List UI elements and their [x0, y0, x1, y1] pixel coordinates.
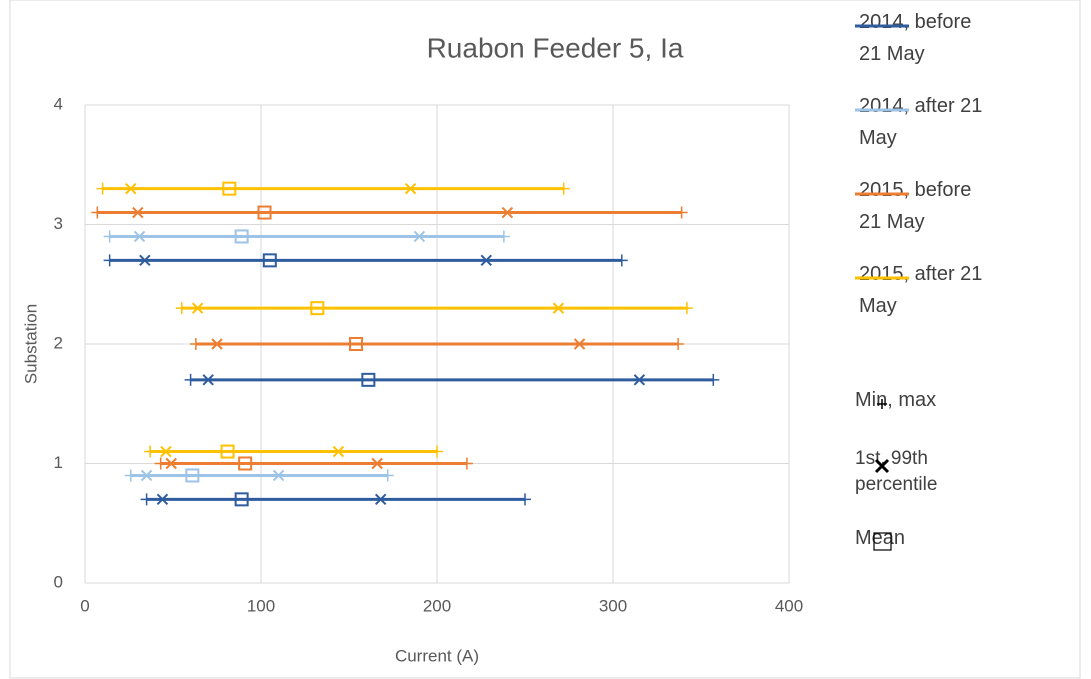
percentile-marker [202, 374, 214, 386]
range-group [184, 372, 720, 387]
percentile-marker [573, 338, 586, 350]
percentile-marker [371, 457, 383, 470]
min-max-marker [707, 373, 720, 386]
percentile-marker [374, 493, 387, 506]
percentile-marker [332, 445, 345, 458]
percentile-marker [132, 206, 144, 219]
x-tick-label: 200 [423, 596, 451, 615]
x-tick-label: 300 [599, 596, 627, 615]
min-max-marker [140, 493, 153, 506]
range-group [144, 444, 443, 459]
legend-label: Mean [855, 527, 906, 549]
min-max-marker [144, 445, 157, 458]
range-group [154, 456, 473, 471]
y-axis-title: Substation [21, 304, 40, 384]
y-tick-label: 1 [54, 453, 63, 472]
min-max-marker [680, 302, 693, 315]
percentile-marker [191, 302, 204, 314]
x-tick-label: 0 [80, 596, 89, 615]
range-group [96, 181, 570, 196]
percentile-marker [413, 230, 426, 243]
percentile-marker [404, 182, 417, 195]
mean-marker [222, 181, 237, 196]
min-max-marker [96, 182, 109, 195]
min-max-marker [175, 302, 188, 315]
legend-key [855, 276, 909, 280]
min-max-marker [103, 254, 116, 267]
min-max-marker [460, 457, 473, 470]
mean-marker [361, 372, 376, 387]
x-tick-label: 100 [247, 596, 275, 615]
min-max-marker [103, 230, 116, 243]
range-group [103, 253, 628, 268]
percentile-marker [140, 469, 153, 482]
legend-label: 1st, 99th percentile [855, 448, 938, 495]
percentile-marker [156, 493, 169, 506]
mean-marker [257, 205, 272, 220]
min-max-marker [615, 254, 628, 267]
y-tick-label: 0 [54, 572, 63, 591]
percentile-marker [165, 457, 177, 470]
percentile-marker [211, 338, 223, 350]
mean-marker [310, 301, 325, 316]
min-max-marker [124, 469, 137, 482]
legend-key [874, 458, 890, 474]
legend-key [873, 532, 892, 551]
x-axis-title: Current (A) [395, 646, 479, 665]
mean-marker [234, 492, 249, 507]
legend-key [855, 108, 909, 112]
min-max-marker [184, 373, 197, 386]
min-max-marker [189, 338, 202, 350]
mean-marker [262, 253, 277, 268]
y-tick-label: 2 [54, 333, 63, 352]
legend-key [855, 24, 909, 28]
min-max-marker [675, 206, 688, 219]
percentile-marker [272, 469, 285, 482]
legend-item: 2015, before 21 May [855, 174, 1075, 238]
min-max-marker [381, 469, 394, 482]
min-max-marker [431, 445, 443, 458]
mean-marker [234, 229, 249, 244]
min-max-marker [672, 338, 685, 350]
mean-marker [238, 456, 253, 471]
y-tick-label: 3 [54, 214, 63, 233]
legend-item: 2014, after 21 May [855, 90, 1075, 154]
percentile-marker [501, 206, 514, 219]
percentile-marker [160, 445, 172, 458]
legend-key [855, 192, 909, 196]
percentile-marker [633, 374, 646, 386]
y-tick-label: 4 [54, 94, 63, 113]
legend-item: Mean [855, 522, 1075, 554]
range-group [91, 205, 688, 220]
percentile-marker [552, 302, 565, 314]
legend-item: 2015, after 21 May [855, 258, 1075, 322]
legend-key [877, 399, 887, 409]
chart-title: Ruabon Feeder 5, Ia [427, 32, 684, 63]
chart-border [9, 0, 1081, 679]
min-max-marker [497, 230, 510, 243]
min-max-marker [519, 493, 531, 506]
percentile-marker [480, 254, 492, 267]
legend-label: Min, max [855, 389, 937, 411]
percentile-marker [133, 230, 146, 243]
percentile-marker [139, 254, 151, 267]
range-group [103, 229, 510, 244]
legend-item: 2014, before 21 May [855, 6, 1075, 70]
range-group [140, 492, 531, 507]
min-max-marker [91, 206, 104, 219]
range-group [124, 468, 394, 483]
mean-marker [220, 444, 235, 459]
legend-item: 1st, 99th percentile [855, 446, 1075, 498]
min-max-marker [557, 182, 570, 195]
legend-item: Min, max [855, 384, 1075, 416]
mean-marker [349, 337, 364, 351]
range-group [189, 337, 685, 351]
min-max-marker [154, 457, 167, 470]
range-group [175, 301, 693, 316]
x-tick-label: 400 [775, 596, 803, 615]
percentile-marker [125, 182, 137, 195]
mean-marker [185, 468, 200, 483]
